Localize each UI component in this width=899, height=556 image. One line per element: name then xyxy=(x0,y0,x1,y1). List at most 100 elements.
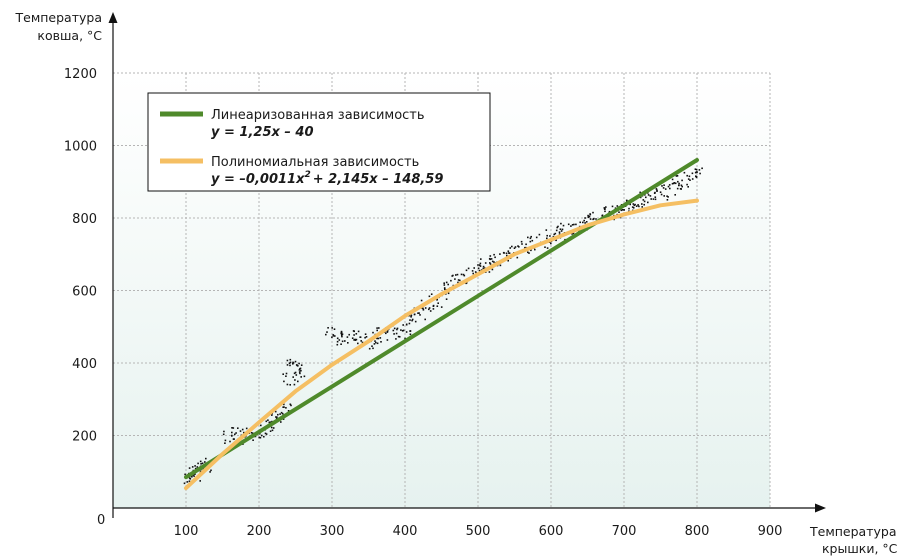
scatter-dot xyxy=(511,245,513,248)
scatter-dot xyxy=(292,376,294,378)
scatter-dot xyxy=(396,328,398,331)
scatter-dot xyxy=(404,337,406,340)
scatter-dot xyxy=(611,205,614,208)
scatter-dot xyxy=(289,358,292,361)
scatter-dot xyxy=(336,340,339,343)
scatter-dot xyxy=(357,330,360,333)
scatter-dot xyxy=(364,336,366,339)
scatter-dot xyxy=(188,467,191,469)
x-tick-label-100: 100 xyxy=(174,524,199,539)
scatter-dot xyxy=(467,267,470,270)
scatter-dot xyxy=(386,331,389,333)
scatter-dot xyxy=(694,168,697,170)
scatter-dot xyxy=(535,236,538,239)
scatter-dot xyxy=(210,469,212,472)
scatter-dot xyxy=(354,339,357,341)
scatter-dot xyxy=(454,278,456,280)
scatter-dot xyxy=(601,214,604,217)
scatter-dot xyxy=(460,273,463,276)
scatter-dot xyxy=(191,466,194,468)
scatter-dot xyxy=(572,232,575,235)
scatter-dot xyxy=(277,413,279,416)
scatter-dot xyxy=(582,221,584,224)
scatter-dot xyxy=(534,248,536,251)
scatter-dot xyxy=(193,475,195,477)
scatter-dot xyxy=(663,184,665,186)
scatter-dot xyxy=(560,230,563,232)
scatter-dot xyxy=(531,239,534,242)
scatter-dot xyxy=(245,427,248,430)
scatter-dot xyxy=(430,293,433,295)
scatter-dot xyxy=(258,436,260,439)
scatter-dot xyxy=(292,361,294,364)
scatter-dot xyxy=(681,185,683,188)
scatter-dot xyxy=(626,200,628,202)
x-axis-title-line-1: Температура xyxy=(809,524,897,539)
scatter-dot xyxy=(457,279,460,281)
scatter-dot xyxy=(635,205,638,207)
scatter-dot xyxy=(527,251,529,254)
scatter-dot xyxy=(652,198,655,200)
scatter-dot xyxy=(280,421,282,423)
scatter-dot xyxy=(428,308,430,311)
scatter-dot xyxy=(340,330,343,333)
scatter-dot xyxy=(409,330,412,332)
scatter-dot xyxy=(386,339,389,341)
scatter-dot xyxy=(583,219,585,222)
scatter-point xyxy=(392,327,406,340)
scatter-dot xyxy=(585,221,588,223)
scatter-dot xyxy=(267,419,269,421)
scatter-dot xyxy=(603,207,606,209)
scatter-dot xyxy=(473,267,475,269)
scatter-dot xyxy=(514,246,517,248)
scatter-dot xyxy=(631,206,634,208)
scatter-dot xyxy=(632,207,635,209)
scatter-dot xyxy=(513,247,516,249)
scatter-dot xyxy=(184,473,186,476)
scatter-dot xyxy=(188,480,191,482)
scatter-dot xyxy=(300,376,302,378)
scatter-dot xyxy=(285,372,288,375)
scatter-dot xyxy=(393,333,395,335)
scatter-dot xyxy=(644,194,646,196)
scatter-dot xyxy=(443,287,446,289)
legend-equation-poly: y = –0,0011x2 + 2,145x – 148,59 xyxy=(211,170,443,187)
scatter-dot xyxy=(204,461,206,463)
x-axis-arrow xyxy=(815,503,826,513)
scatter-dot xyxy=(616,205,619,207)
scatter-dot xyxy=(502,251,505,254)
scatter-dot xyxy=(478,264,481,266)
scatter-dot xyxy=(188,477,191,479)
scatter-dot xyxy=(695,175,698,178)
scatter-dot xyxy=(573,223,575,226)
scatter-dot xyxy=(393,327,396,330)
scatter-dot xyxy=(292,363,294,365)
scatter-dot xyxy=(265,433,268,435)
scatter-dot xyxy=(413,313,416,316)
scatter-dot xyxy=(199,480,201,482)
scatter-dot xyxy=(528,252,530,254)
scatter-dot xyxy=(639,196,642,199)
scatter-dot xyxy=(331,327,333,329)
scatter-dot xyxy=(287,410,290,412)
y-tick-label-200: 200 xyxy=(72,430,97,445)
scatter-dot xyxy=(205,457,207,460)
scatter-dot xyxy=(409,319,411,321)
scatter-dot xyxy=(428,295,431,298)
scatter-dot xyxy=(562,224,565,227)
scatter-dot xyxy=(376,329,378,332)
x-axis-title-line-2: крышки, °С xyxy=(822,541,898,556)
scatter-dot xyxy=(341,340,344,343)
scatter-dot xyxy=(420,299,423,302)
scatter-dot xyxy=(527,236,529,239)
scatter-dot xyxy=(482,265,485,268)
scatter-dot xyxy=(524,246,526,249)
scatter-dot xyxy=(570,225,572,227)
scatter-dot xyxy=(592,211,594,214)
scatter-dot xyxy=(641,203,643,205)
scatter-dot xyxy=(414,320,417,323)
scatter-dot xyxy=(538,233,541,236)
scatter-dot xyxy=(445,281,448,284)
scatter-dot xyxy=(376,342,379,345)
scatter-dot xyxy=(686,174,688,177)
